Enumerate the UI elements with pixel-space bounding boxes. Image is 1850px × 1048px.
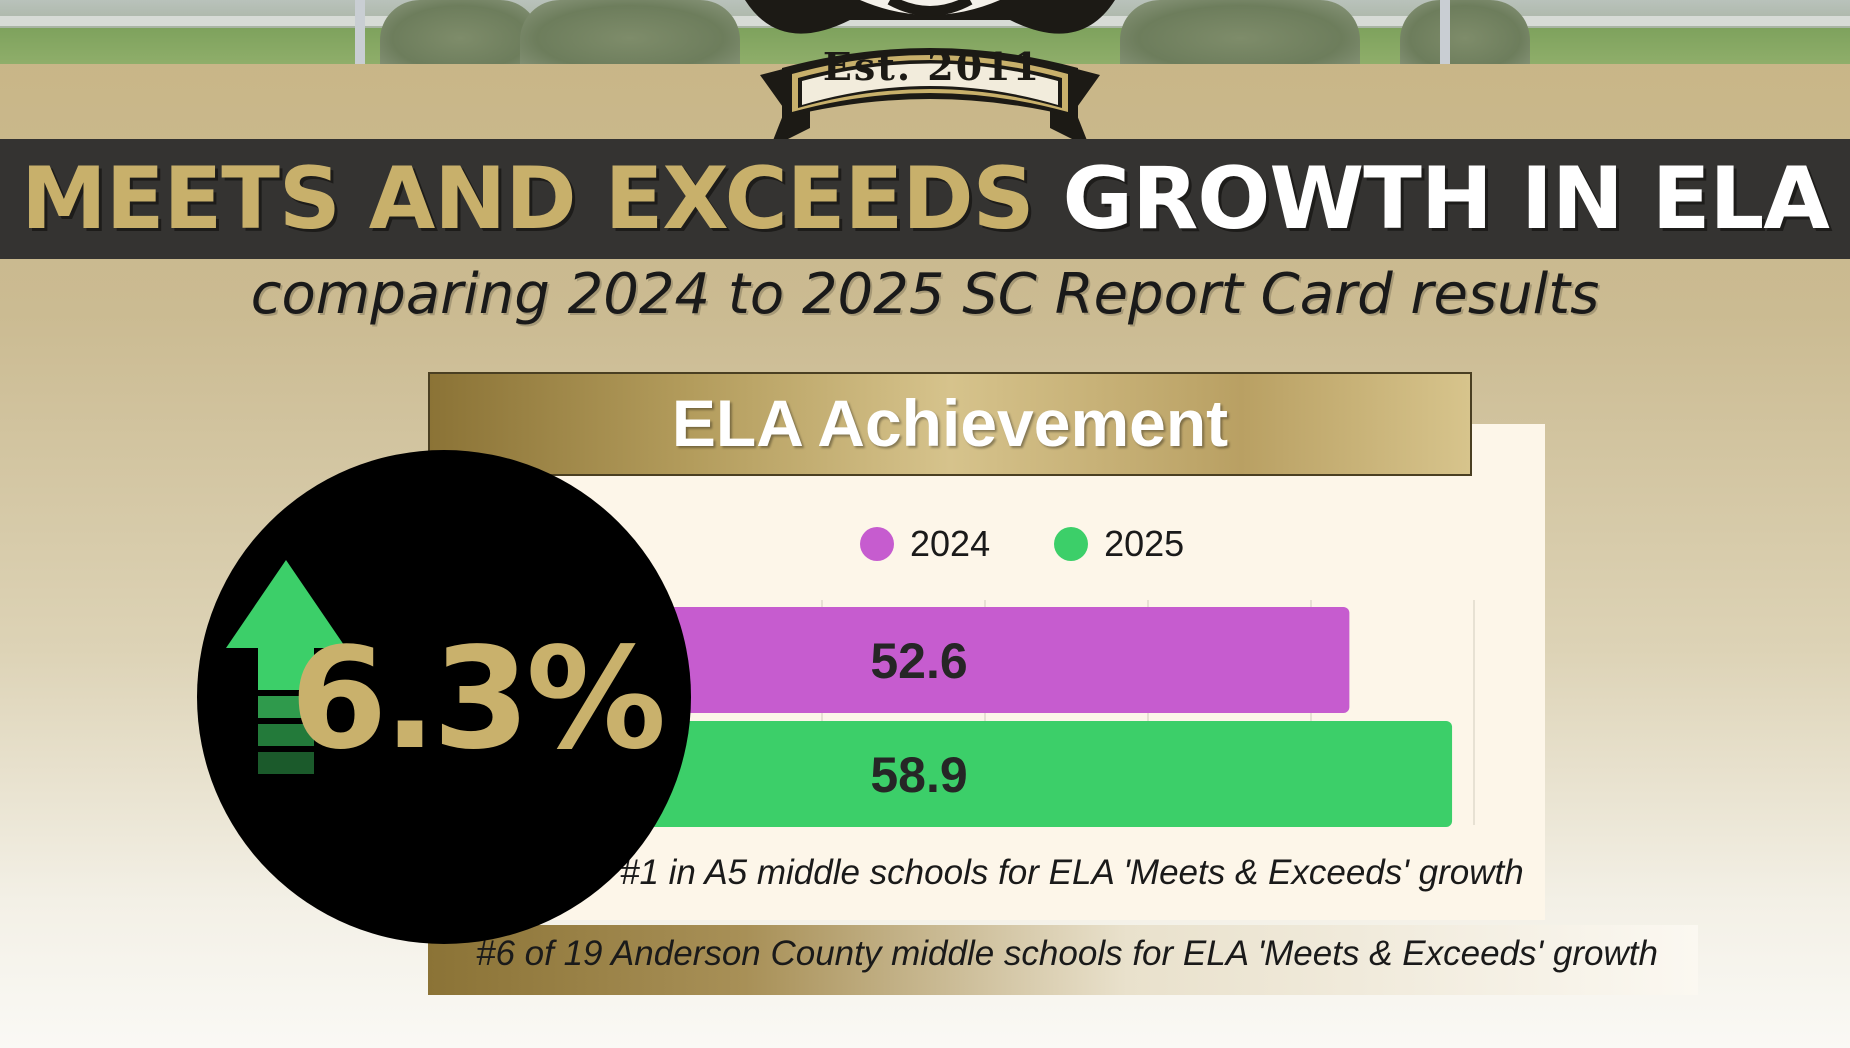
legend-label: 2024 [910, 523, 991, 564]
bar-chart: 52.6 58.9 [492, 600, 1475, 827]
data-label-2025: 58.9 [870, 747, 967, 803]
bar-2024 [492, 607, 1350, 713]
headline-white: GROWTH IN ELA [1062, 149, 1829, 249]
subtitle: comparing 2024 to 2025 SC Report Card re… [250, 262, 1600, 327]
headline-gold: MEETS AND EXCEEDS [21, 149, 1034, 249]
rank-note-county: #6 of 19 Anderson County middle schools … [476, 934, 1658, 973]
data-label-2024: 52.6 [870, 633, 967, 689]
post [355, 0, 365, 64]
shrub [1120, 0, 1360, 64]
chart-title: ELA Achievement [671, 386, 1229, 460]
legend-item-2024: 2024 [860, 523, 990, 565]
headline-band [0, 139, 1850, 259]
legend-swatch [860, 527, 894, 561]
rank-note-a5: #1 in A5 middle schools for ELA 'Meets &… [620, 853, 1524, 892]
chart-legend: 2024 2025 [860, 522, 1184, 566]
crest-text: Est. 2011 [822, 44, 1042, 89]
shrub [380, 0, 540, 64]
legend-label: 2025 [1104, 523, 1185, 564]
shrub [1400, 0, 1530, 64]
growth-value: 6.3% [290, 618, 666, 781]
road-stripe [0, 16, 1850, 26]
chart-title-bar [428, 372, 1472, 476]
school-crest-logo [745, 0, 1115, 148]
rank-bar [428, 925, 1698, 995]
page-title: MEETS AND EXCEEDS GROWTH IN ELA [0, 146, 1850, 252]
bar-2025 [492, 721, 1453, 827]
post [1440, 0, 1450, 64]
legend-item-2025: 2025 [1054, 523, 1184, 565]
shrub [520, 0, 740, 64]
up-arrow-icon [226, 560, 346, 774]
legend-swatch [1054, 527, 1089, 561]
